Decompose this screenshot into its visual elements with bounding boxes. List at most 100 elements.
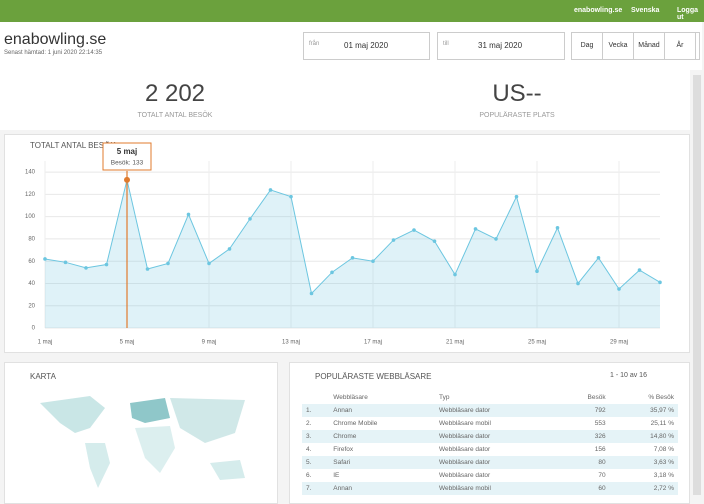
period-button[interactable]: År <box>665 33 696 59</box>
table-cell: Webbläsare dator <box>435 456 557 469</box>
logout[interactable]: Logga ut <box>677 7 698 21</box>
table-cell: 2. <box>306 420 312 427</box>
stat-label: TOTALT ANTAL BESÖK <box>137 112 213 119</box>
period-buttons: Dag Vecka Månad År <box>571 32 700 60</box>
chart-title: TOTALT ANTAL BESÖK <box>30 141 116 150</box>
from-date: 01 maj 2020 <box>344 41 389 50</box>
period-button[interactable]: Månad <box>634 33 665 59</box>
y-tick-label: 140 <box>25 170 36 176</box>
point <box>63 260 68 265</box>
table-cell: 25,11 % <box>650 420 674 427</box>
y-tick-label: 0 <box>32 326 36 332</box>
x-tick-label: 29 maj <box>610 340 628 346</box>
table-cell: 14,80 % <box>609 430 678 443</box>
to-date: 31 maj 2020 <box>478 41 523 50</box>
point <box>453 272 457 277</box>
tooltip-box <box>102 142 152 171</box>
point <box>514 194 519 199</box>
header-cell: Besök <box>587 394 606 401</box>
tooltip-title: 5 maj <box>117 147 137 156</box>
header-cell <box>302 391 329 404</box>
table-cell: 553 <box>594 420 606 427</box>
point <box>330 270 334 275</box>
point <box>104 262 109 267</box>
chart: TOTALT ANTAL BESÖK 0 20 40 60 80 100 120 140 1 m… <box>25 141 662 346</box>
point <box>535 269 539 274</box>
chart-panel: TOTALT ANTAL BESÖK 0 20 40 60 80 100 120 140 1 m… <box>4 134 690 353</box>
point <box>596 256 601 260</box>
point <box>412 228 416 232</box>
table-cell: Webbläsare dator <box>439 472 491 479</box>
language-select[interactable]: Svenska <box>631 7 660 14</box>
point <box>207 261 211 266</box>
table-cell: 3,18 % <box>653 472 674 479</box>
header-cell: % Besök <box>648 394 674 401</box>
stat-value: US-- <box>492 80 542 107</box>
table-cell: Firefox <box>333 446 354 453</box>
point <box>227 247 232 251</box>
point <box>166 261 170 266</box>
browser-title: POPULÄRASTE WEBBLÄSARE <box>315 372 432 381</box>
scrollbar[interactable] <box>693 75 701 495</box>
site-link[interactable]: enabowling.se <box>574 7 623 14</box>
table-cell: 35,97 % <box>609 404 678 417</box>
site-title: enabowling.se <box>4 31 107 48</box>
stats: 2 202 TOTALT ANTAL BESÖK US-- POPULÄRASTE P… <box>0 70 690 130</box>
point <box>268 188 273 192</box>
table-cell: Webbläsare dator <box>435 404 557 417</box>
hover-point <box>124 176 130 183</box>
table-header: Webbläsare Typ Besök % Besök <box>302 391 678 404</box>
europe <box>130 398 170 423</box>
tooltip-text: Besök: 133 <box>111 160 144 167</box>
australia <box>210 460 245 480</box>
y-tick-label: 60 <box>28 259 35 265</box>
asia <box>170 398 245 443</box>
from-label: från <box>309 41 320 47</box>
table-cell: 2,72 % <box>609 482 678 495</box>
table-cell: Chrome Mobile <box>333 420 378 427</box>
to-field[interactable]: till 31 maj 2020 <box>437 32 565 60</box>
period-button[interactable]: Dag <box>572 33 603 59</box>
table-cell: 4. <box>306 446 312 453</box>
table-cell: 3. <box>302 430 330 443</box>
y-tick-label: 40 <box>28 281 35 287</box>
table-cell: Safari <box>329 456 435 469</box>
pagination[interactable]: 1 - 10 av 16 <box>610 372 647 379</box>
point <box>617 287 621 291</box>
table-cell: 792 <box>556 404 610 417</box>
point <box>186 212 191 217</box>
table-row: 2. Chrome Mobile Webbläsare mobil 553 25,11 … <box>302 417 678 430</box>
point <box>473 227 478 231</box>
y-tick-label: 20 <box>28 303 35 309</box>
table-row: 3. Chrome Webbläsare dator 326 14,80 % <box>302 430 678 443</box>
fetched: Senast hämtad: 1 juni 2020 22:14:35 <box>4 50 103 56</box>
table-cell: Webbläsare mobil <box>439 420 491 427</box>
table-cell: 1. <box>302 404 330 417</box>
point <box>309 291 314 296</box>
to-label: till <box>443 41 449 47</box>
x-tick-label: 1 maj <box>38 340 53 346</box>
header-cell: Typ <box>439 394 450 401</box>
period-button[interactable]: Vecka <box>603 33 634 59</box>
area <box>45 179 660 328</box>
point <box>43 257 47 261</box>
point <box>555 226 560 230</box>
table-cell: Annan <box>329 404 435 417</box>
north-america <box>40 396 105 433</box>
table-cell: 5. <box>302 456 330 469</box>
x-tick-label: 21 maj <box>446 340 464 346</box>
browser-table: Webbläsare Typ Besök% Besök 1. Annan Webbläsa… <box>302 391 678 495</box>
browser-panel: POPULÄRASTE WEBBLÄSARE 1 - 10 av 16 Webb… <box>289 362 690 504</box>
point <box>658 280 662 285</box>
y-tick-label: 100 <box>25 214 36 220</box>
point <box>432 239 437 243</box>
from-field[interactable]: från 01 maj 2020 <box>303 32 430 60</box>
table-cell: Annan <box>329 482 435 495</box>
table-cell: 156 <box>594 446 606 453</box>
table-cell: Webbläsare mobil <box>435 482 557 495</box>
point <box>289 194 293 199</box>
y-tick-label: 120 <box>25 192 36 198</box>
table-row: 7. Annan Webbläsare mobil 60 2,72 % <box>302 482 678 495</box>
table-cell: Webbläsare dator <box>435 430 557 443</box>
